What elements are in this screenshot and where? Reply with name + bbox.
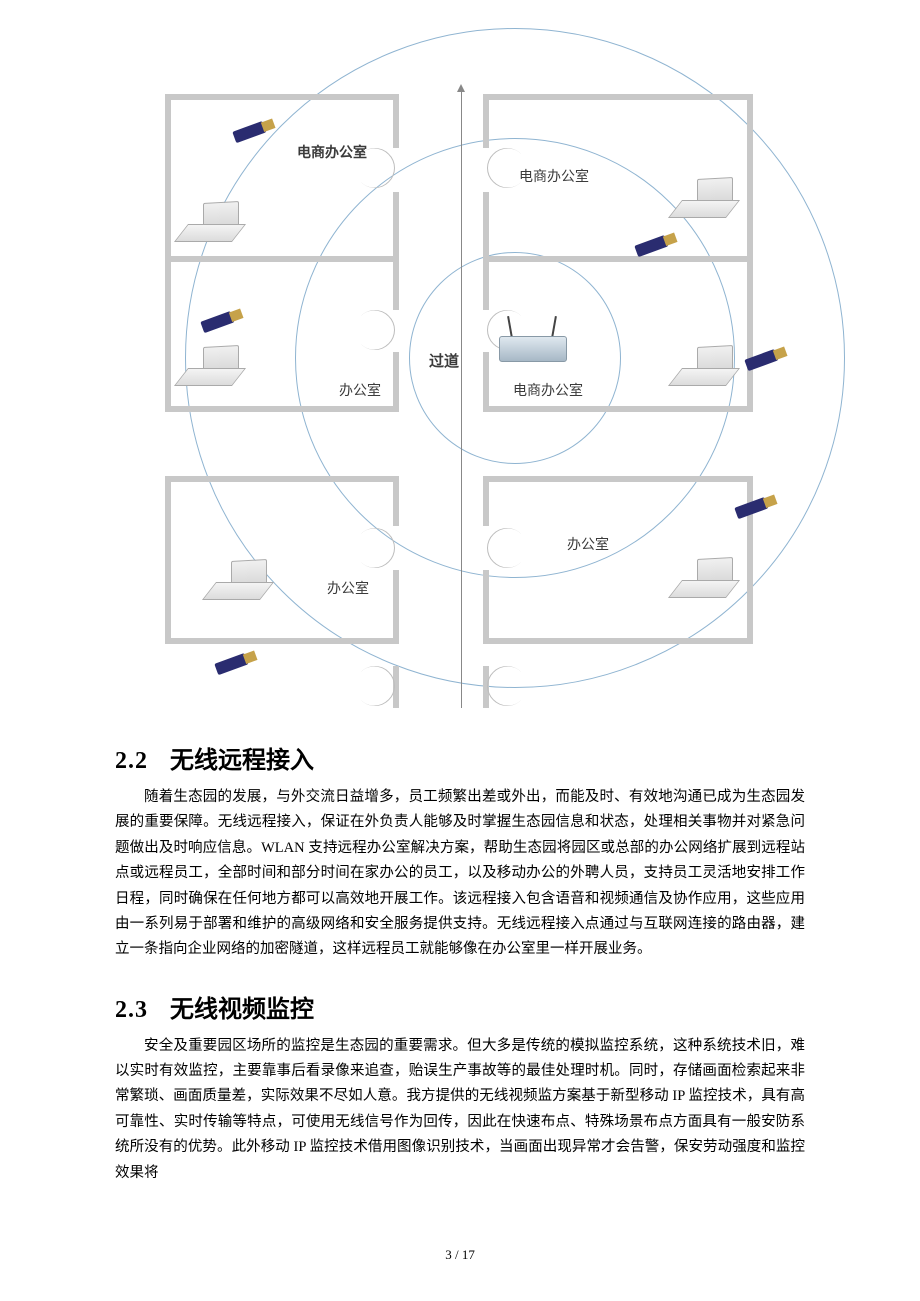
laptop-icon bbox=[209, 560, 279, 604]
laptop-icon bbox=[181, 202, 251, 246]
heading-number: 2.2 bbox=[115, 748, 148, 774]
door-icon bbox=[375, 666, 395, 706]
paragraph-2-3: 安全及重要园区场所的监控是生态园的重要需求。但大多是传统的模拟监控系统，这种系统… bbox=[115, 1034, 805, 1186]
corridor-axis bbox=[461, 90, 462, 708]
wlan-floorplan-diagram: 电商办公室 电商办公室 办公室 过道 电商办公室 办公室 办公室 bbox=[115, 90, 805, 710]
room-label: 过道 bbox=[429, 350, 459, 371]
door-icon bbox=[375, 148, 395, 188]
page-total: 17 bbox=[462, 1247, 475, 1262]
room-label: 办公室 bbox=[339, 380, 381, 400]
laptop-icon bbox=[675, 558, 745, 602]
usb-dongle-icon bbox=[214, 647, 261, 677]
room-label: 办公室 bbox=[327, 578, 369, 598]
router-icon bbox=[493, 318, 573, 366]
room-label: 电商办公室 bbox=[519, 166, 589, 186]
paragraph-2-2: 随着生态园的发展，与外交流日益增多，员工频繁出差或外出，而能及时、有效地沟通已成… bbox=[115, 785, 805, 963]
page-footer: 3 / 17 bbox=[0, 1247, 920, 1263]
heading-2-3: 2.3 无线视频监控 bbox=[115, 989, 805, 1024]
door-icon bbox=[487, 666, 507, 706]
heading-number: 2.3 bbox=[115, 997, 148, 1023]
room-label: 电商办公室 bbox=[297, 142, 367, 162]
door-icon bbox=[487, 528, 507, 568]
heading-title: 无线视频监控 bbox=[170, 996, 314, 1023]
room-label: 电商办公室 bbox=[513, 380, 583, 400]
laptop-icon bbox=[675, 178, 745, 222]
heading-2-2: 2.2 无线远程接入 bbox=[115, 740, 805, 775]
page-sep: / bbox=[452, 1247, 462, 1262]
room-label: 办公室 bbox=[567, 534, 609, 554]
laptop-icon bbox=[181, 346, 251, 390]
door-icon bbox=[375, 310, 395, 350]
door-icon bbox=[375, 528, 395, 568]
heading-title: 无线远程接入 bbox=[170, 747, 314, 774]
door-icon bbox=[487, 148, 507, 188]
laptop-icon bbox=[675, 346, 745, 390]
